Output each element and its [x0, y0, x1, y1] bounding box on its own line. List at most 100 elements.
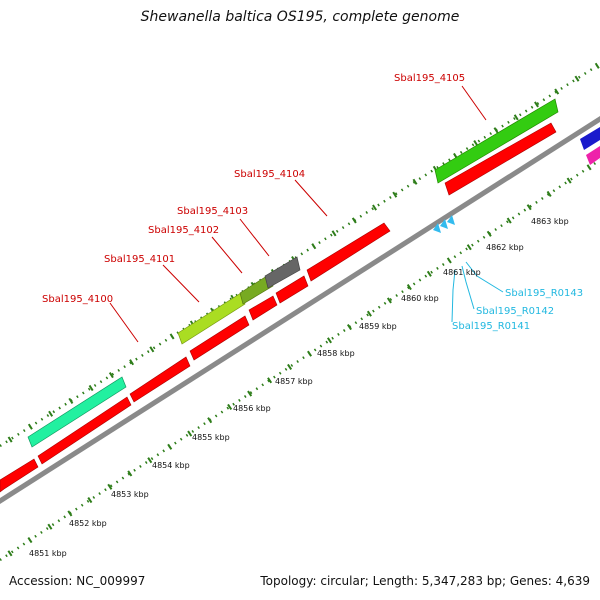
- kbp-tick-label: 4861 kbp: [443, 268, 481, 277]
- genome-backbone: [0, 116, 600, 504]
- kbp-tick-label: 4858 kbp: [317, 349, 355, 358]
- feature-mint: [27, 376, 127, 448]
- kbp-tick-label: 4856 kbp: [233, 404, 271, 413]
- cds-arrow: [306, 222, 391, 282]
- major-tick: [466, 244, 472, 251]
- trna-chevron: [447, 215, 455, 225]
- major-tick: [392, 191, 398, 198]
- gene-label: Sbal195_4101: [104, 254, 175, 265]
- major-tick: [566, 177, 572, 184]
- trna-chevron: [440, 219, 448, 229]
- map-title: Shewanella baltica OS195, complete genom…: [140, 9, 460, 25]
- major-tick: [406, 284, 412, 291]
- major-tick: [108, 372, 114, 379]
- major-tick: [147, 457, 153, 464]
- major-tick: [247, 390, 253, 397]
- major-tick: [506, 217, 512, 224]
- major-tick: [107, 483, 113, 490]
- gene-label: Sbal195_4104: [234, 169, 305, 180]
- cds-arrow: [129, 356, 191, 403]
- major-tick: [87, 497, 93, 504]
- major-tick: [267, 377, 273, 384]
- major-tick: [513, 114, 519, 121]
- cds-arrow: [275, 275, 309, 304]
- cds-features: [0, 122, 557, 493]
- outer-features: [27, 98, 600, 448]
- kbp-tick-label: 4857 kbp: [275, 377, 313, 386]
- major-tick: [48, 410, 54, 417]
- gene-label-leaders: [109, 85, 487, 343]
- major-tick: [366, 310, 372, 317]
- rna-label: Sbal195_R0143: [505, 288, 583, 299]
- kbp-tick-label: 4852 kbp: [69, 519, 107, 528]
- kbp-tick-label: 4863 kbp: [531, 217, 569, 226]
- major-tick: [586, 164, 592, 171]
- feature-magenta: [586, 146, 600, 165]
- major-tick: [311, 243, 317, 250]
- major-tick: [287, 363, 293, 371]
- major-tick: [493, 127, 499, 134]
- major-tick: [149, 346, 155, 353]
- major-tick: [546, 190, 552, 197]
- lower-tick-track: [0, 158, 600, 562]
- feature-olive: [239, 273, 274, 305]
- major-tick: [446, 257, 452, 264]
- feature-gray: [264, 256, 301, 289]
- cds-arrow: [37, 396, 132, 465]
- major-tick: [207, 417, 213, 424]
- major-tick: [47, 523, 53, 530]
- trna-chevron: [433, 223, 441, 233]
- rna-label-leaders: [451, 261, 504, 323]
- kbp-tick-label: 4862 kbp: [486, 243, 524, 252]
- genome-summary-text: Topology: circular; Length: 5,347,283 bp…: [260, 574, 590, 588]
- major-tick: [129, 359, 135, 366]
- accession-text: Accession: NC_009997: [9, 574, 146, 588]
- gene-label: Sbal195_4103: [177, 206, 248, 217]
- major-tick: [227, 403, 233, 410]
- cds-arrow: [248, 295, 278, 321]
- feature-yellow-green: [177, 292, 246, 345]
- kbp-tick-label: 4855 kbp: [192, 433, 230, 442]
- major-tick: [594, 62, 600, 69]
- major-tick: [7, 550, 13, 557]
- major-tick: [67, 510, 73, 517]
- major-tick: [386, 297, 392, 304]
- major-tick: [473, 140, 479, 147]
- major-tick: [27, 536, 33, 544]
- kbp-tick-label: 4854 kbp: [152, 461, 190, 470]
- cds-arrow: [444, 122, 557, 196]
- major-tick: [486, 230, 492, 237]
- upper-tick-track: [0, 62, 600, 448]
- major-tick: [167, 443, 173, 450]
- major-tick: [7, 436, 13, 443]
- trna-features: [433, 215, 455, 233]
- kbp-tick-label: 4860 kbp: [401, 294, 439, 303]
- kbp-tick-label: 4859 kbp: [359, 322, 397, 331]
- major-tick: [307, 350, 313, 357]
- major-tick: [426, 270, 432, 277]
- major-tick: [68, 397, 74, 404]
- rna-label: Sbal195_R0141: [452, 321, 530, 332]
- kbp-tick-label: 4851 kbp: [29, 549, 67, 558]
- major-tick: [574, 75, 580, 82]
- major-tick: [526, 204, 532, 211]
- major-tick: [372, 204, 377, 211]
- major-tick: [169, 333, 175, 340]
- gene-label: Sbal195_4100: [42, 294, 113, 305]
- cds-arrow: [0, 458, 39, 493]
- cds-arrow: [189, 315, 250, 361]
- major-tick: [27, 423, 33, 430]
- rna-label: Sbal195_R0142: [476, 306, 554, 317]
- major-tick: [412, 178, 418, 185]
- major-tick: [351, 217, 357, 224]
- major-tick: [127, 470, 133, 477]
- major-tick: [187, 430, 193, 437]
- major-tick: [534, 101, 539, 108]
- major-tick: [326, 337, 332, 344]
- feature-green: [434, 98, 559, 184]
- kbp-tick-label: 4853 kbp: [111, 490, 149, 499]
- lower-major-ticks: [7, 164, 592, 557]
- gene-label: Sbal195_4102: [148, 225, 219, 236]
